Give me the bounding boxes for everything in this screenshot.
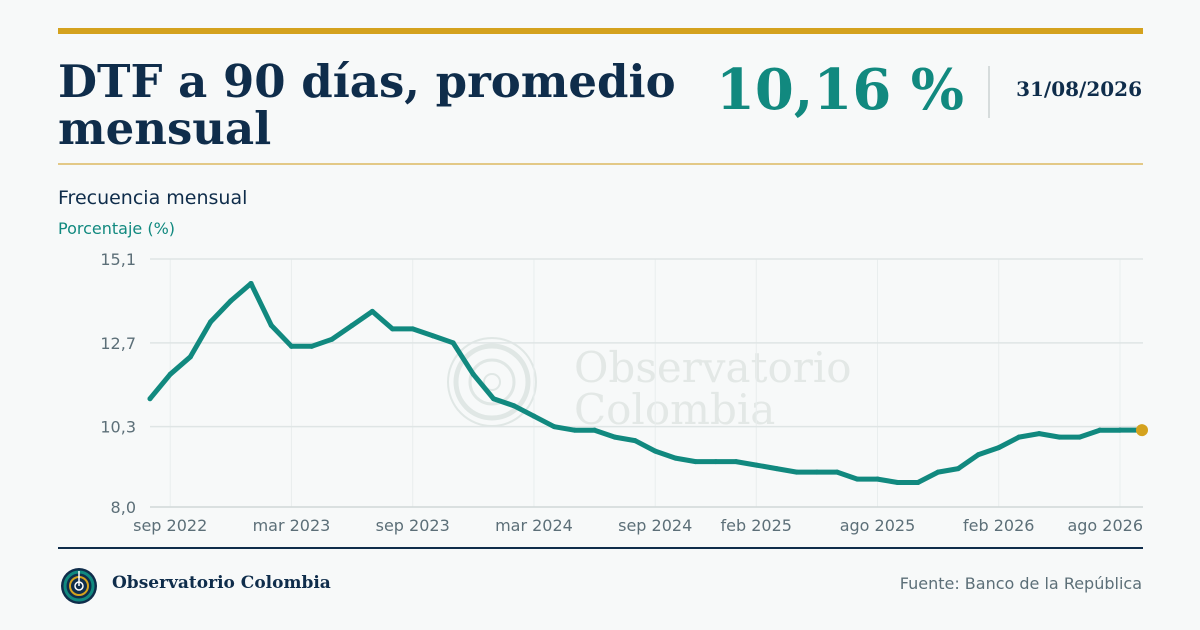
data-point bbox=[268, 322, 274, 328]
y-tick-label: 15,1 bbox=[100, 250, 136, 269]
data-point bbox=[814, 469, 820, 475]
x-tick-labels: sep 2022 mar 2023 sep 2023 mar 2024 sep 2024… bbox=[133, 516, 1143, 535]
observatorio-logo-icon bbox=[61, 568, 97, 604]
watermark-line-1: Observatorio bbox=[574, 343, 852, 392]
header-rule bbox=[58, 163, 1143, 165]
last-data-point bbox=[1136, 424, 1148, 437]
y-tick-label: 10,3 bbox=[100, 418, 136, 437]
data-point bbox=[167, 371, 173, 377]
x-tick-label: feb 2025 bbox=[721, 516, 792, 535]
y-tick-label: 12,7 bbox=[100, 334, 136, 353]
data-point bbox=[288, 343, 294, 349]
data-point bbox=[309, 343, 315, 349]
x-tick-label: mar 2024 bbox=[495, 516, 573, 535]
x-tick-label: sep 2022 bbox=[133, 516, 207, 535]
data-point bbox=[1016, 434, 1022, 440]
data-point bbox=[450, 340, 456, 346]
x-tick-label: sep 2024 bbox=[618, 516, 692, 535]
data-point bbox=[713, 459, 719, 465]
data-point bbox=[349, 322, 355, 328]
data-point bbox=[390, 326, 395, 332]
data-point bbox=[470, 371, 476, 377]
watermark: Observatorio Colombia bbox=[447, 337, 852, 434]
data-point bbox=[733, 459, 739, 465]
data-point bbox=[592, 427, 598, 433]
data-point bbox=[329, 336, 335, 342]
data-point bbox=[854, 476, 860, 482]
brand-name: Observatorio Colombia bbox=[112, 573, 331, 593]
y-tick-labels: 8,0 10,3 12,7 15,1 bbox=[100, 250, 136, 517]
header-divider bbox=[988, 66, 990, 118]
data-point bbox=[531, 413, 537, 419]
data-point bbox=[672, 455, 678, 461]
data-point bbox=[511, 403, 517, 409]
x-tick-label: ago 2025 bbox=[840, 516, 916, 535]
top-accent-rule bbox=[58, 28, 1143, 34]
data-point bbox=[632, 438, 638, 444]
data-point bbox=[1097, 427, 1103, 433]
data-point bbox=[571, 427, 577, 433]
data-point bbox=[228, 298, 234, 304]
data-point bbox=[208, 319, 214, 325]
data-point bbox=[369, 308, 375, 314]
data-point bbox=[875, 476, 880, 482]
watermark-line-2: Colombia bbox=[574, 385, 775, 434]
data-point bbox=[996, 445, 1002, 451]
data-point bbox=[693, 459, 699, 465]
data-point bbox=[976, 452, 982, 458]
data-point bbox=[773, 466, 779, 472]
data-source: Fuente: Banco de la República bbox=[899, 574, 1142, 593]
data-point bbox=[895, 480, 901, 486]
data-point bbox=[1077, 434, 1083, 440]
footer-rule bbox=[58, 547, 1143, 549]
x-tick-label: mar 2023 bbox=[253, 516, 331, 535]
latest-date: 31/08/2026 bbox=[1016, 77, 1142, 101]
data-point bbox=[935, 469, 941, 475]
latest-value: 10,16 % bbox=[715, 57, 964, 123]
data-point bbox=[1036, 431, 1042, 437]
data-point bbox=[410, 326, 416, 332]
data-point bbox=[612, 434, 618, 440]
data-point bbox=[187, 354, 193, 360]
data-point bbox=[551, 424, 557, 430]
chart-title: DTF a 90 días, promedio mensual bbox=[58, 55, 676, 155]
y-tick-label: 8,0 bbox=[111, 498, 136, 517]
data-point bbox=[915, 480, 921, 486]
data-point bbox=[652, 448, 658, 454]
y-axis-label: Porcentaje (%) bbox=[58, 219, 176, 238]
x-tick-label: ago 2026 bbox=[1067, 516, 1143, 535]
data-point bbox=[794, 469, 800, 475]
data-point bbox=[147, 396, 153, 402]
x-tick-label: sep 2023 bbox=[376, 516, 450, 535]
data-point bbox=[955, 466, 961, 472]
data-point bbox=[834, 469, 840, 475]
data-point bbox=[491, 396, 497, 402]
data-point bbox=[1056, 434, 1062, 440]
data-point bbox=[753, 462, 759, 468]
x-tick-label: feb 2026 bbox=[963, 516, 1034, 535]
frequency-label: Frecuencia mensual bbox=[58, 187, 248, 209]
data-point bbox=[248, 280, 254, 286]
data-point bbox=[430, 333, 436, 339]
